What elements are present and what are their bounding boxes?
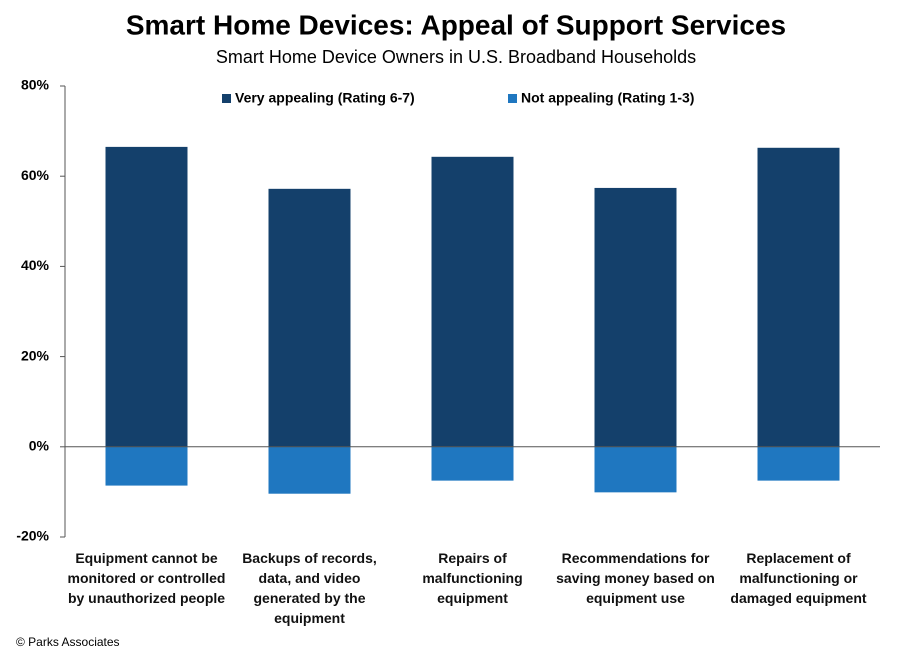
bar <box>594 187 677 447</box>
bar <box>105 446 188 486</box>
bar <box>105 146 188 447</box>
bar <box>594 446 677 493</box>
x-tick-label: Equipment cannot be monitored or control… <box>67 550 226 606</box>
legend-label: Very appealing (Rating 6-7) <box>235 90 415 106</box>
y-tick-label: 20% <box>21 347 50 363</box>
y-tick-label: 60% <box>21 167 50 183</box>
bar <box>757 147 840 447</box>
bar <box>431 446 514 481</box>
y-tick-label: 40% <box>21 257 50 273</box>
x-tick-label: Backups of records, data, and video gene… <box>242 550 377 626</box>
bar <box>268 188 351 447</box>
legend-swatch <box>508 94 517 103</box>
bar <box>757 446 840 481</box>
y-tick-label: -20% <box>16 528 49 544</box>
bar <box>431 156 514 447</box>
y-tick-label: 0% <box>29 438 50 454</box>
x-tick-label: Recommendations for saving money based o… <box>556 550 715 606</box>
y-tick-label: 80% <box>21 77 50 93</box>
source: © Parks Associates <box>16 635 120 649</box>
chart-subtitle: Smart Home Device Owners in U.S. Broadba… <box>216 47 696 67</box>
bar <box>268 446 351 494</box>
x-tick-label: Repairs of malfunctioning equipment <box>422 550 523 606</box>
legend-swatch <box>222 94 231 103</box>
x-tick-label: Replacement of malfunctioning or damaged… <box>730 550 867 606</box>
legend-label: Not appealing (Rating 1-3) <box>521 90 694 106</box>
chart-title: Smart Home Devices: Appeal of Support Se… <box>126 9 786 40</box>
